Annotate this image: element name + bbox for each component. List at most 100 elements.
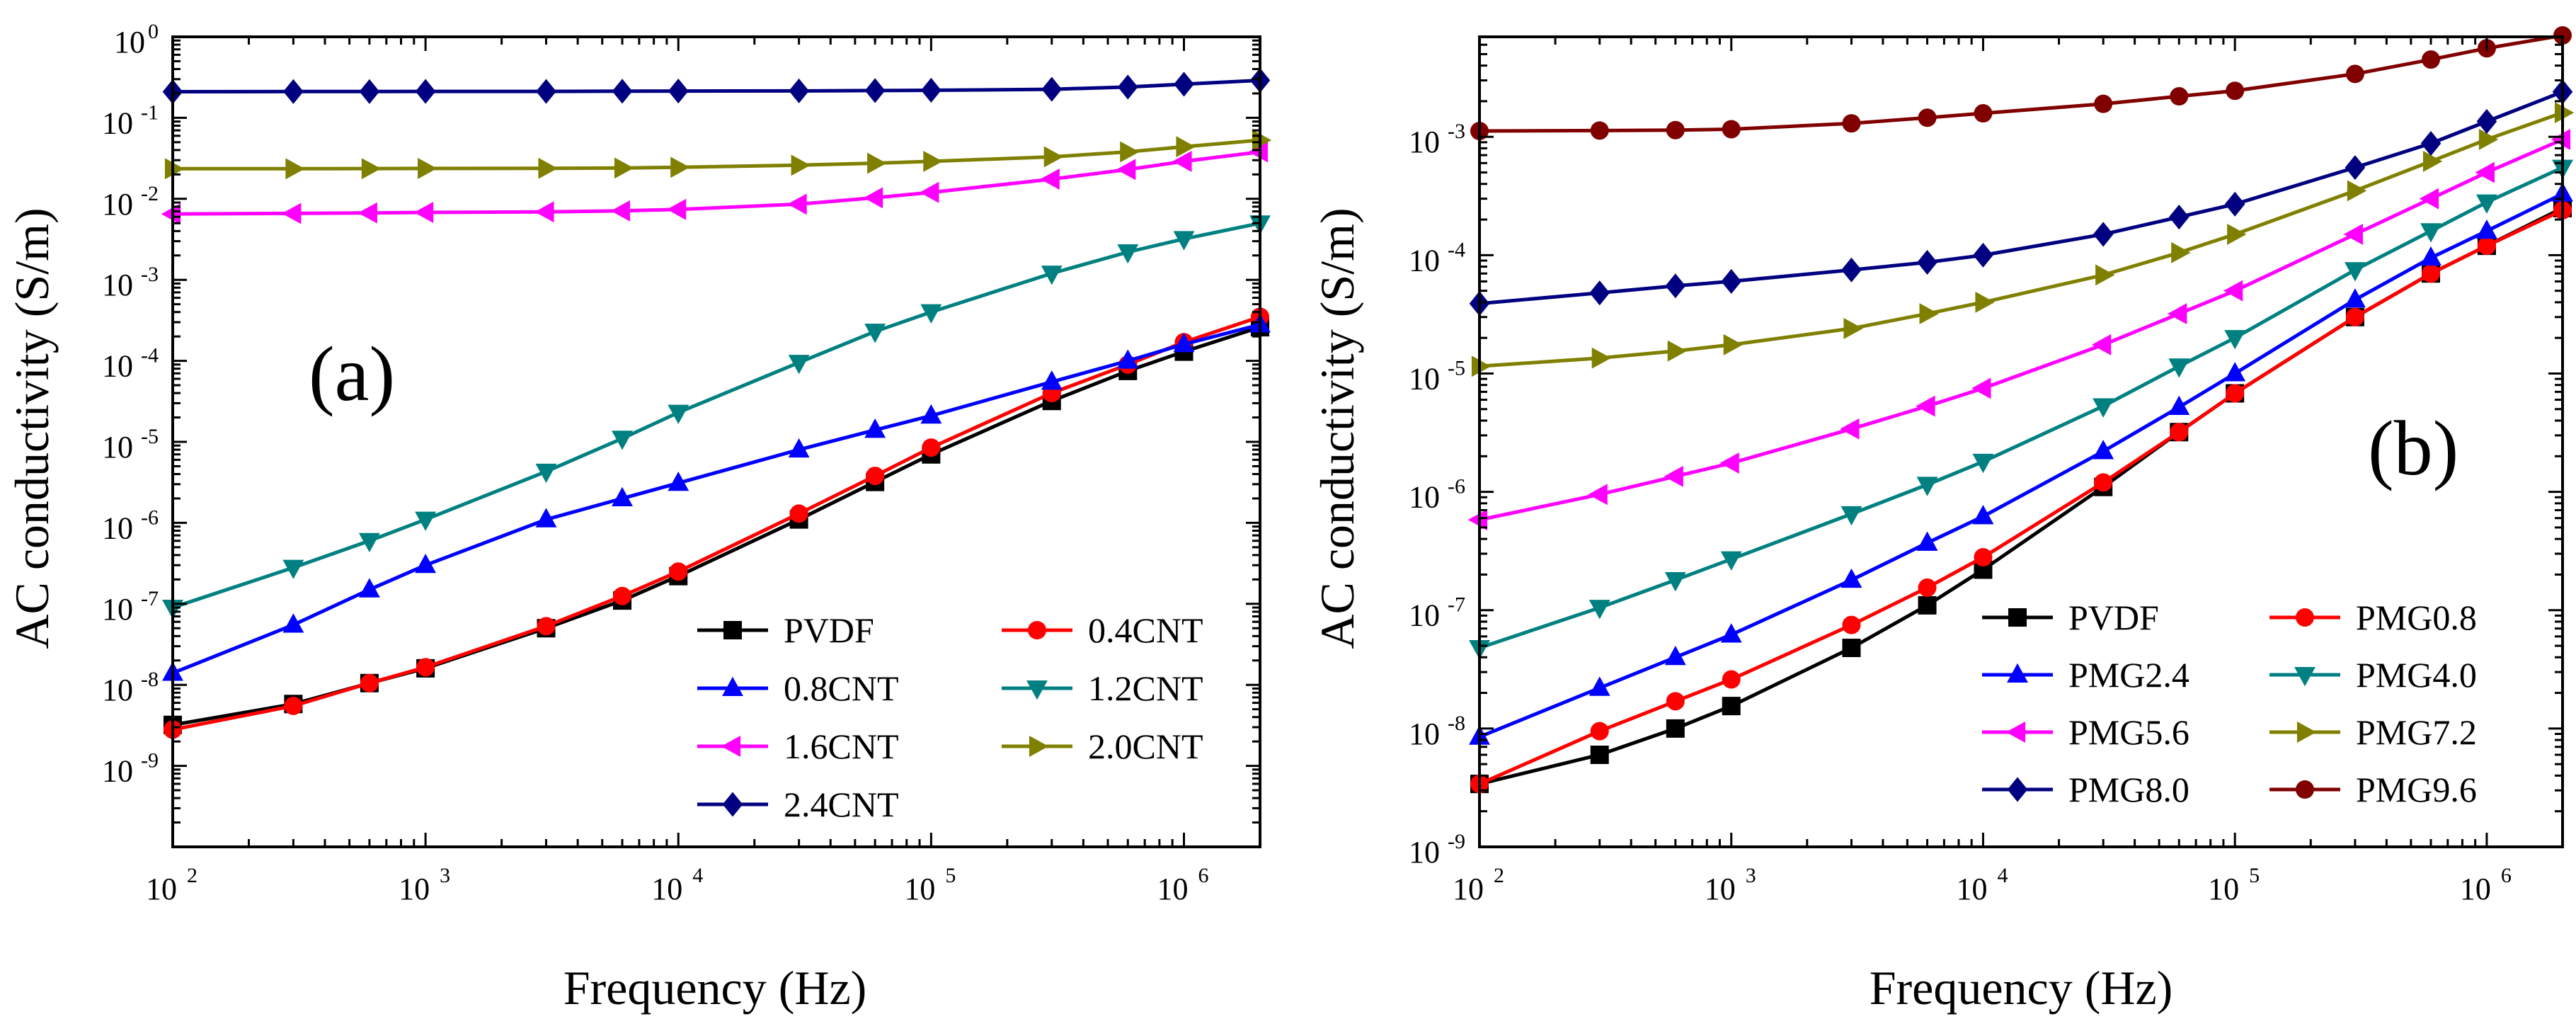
data-point-PMG0.8-7	[2094, 473, 2113, 492]
data-point-1.6CNT-1	[282, 203, 302, 224]
legend-entry-2.0CNT: 2.0CNT	[1002, 726, 1203, 766]
data-point-1.6CNT-0	[161, 203, 181, 225]
data-point-PMG5.6-3	[1719, 452, 1739, 474]
data-point-PMG4.0-7	[2093, 398, 2114, 418]
data-point-1.6CNT-6	[666, 198, 687, 220]
x-axis-title-a: Frequency (Hz)	[563, 961, 867, 1015]
data-point-PMG5.6-5	[1916, 395, 1935, 417]
data-point-1.2CNT-7	[788, 355, 810, 375]
legend-entry-2.4CNT: 2.4CNT	[697, 785, 899, 824]
series-line-PMG8.0	[1479, 90, 2563, 306]
data-point-2.4CNT-7	[789, 78, 809, 103]
legend-label-PMG7.2: PMG7.2	[2356, 712, 2477, 752]
legend-label-PVDF: PVDF	[2068, 598, 2159, 637]
series-line-1.6CNT	[172, 150, 1261, 216]
data-point-PMG4.0-11	[2420, 223, 2442, 243]
data-point-0.8CNT-12	[1173, 332, 1195, 353]
data-point-PMG9.6-4	[1842, 114, 1861, 133]
data-point-PMG9.6-7	[2094, 94, 2113, 113]
data-point-0.8CNT-10	[1041, 370, 1063, 390]
y-tick-label-1: 10	[102, 673, 133, 707]
y-tick-label-4: 10	[1409, 361, 1440, 396]
y-tick-labels-b: -9 10 -8 10 -7 10 -6 10 -5 10 -4 10 -3 10	[1409, 120, 1465, 870]
x-tick-labels-b: 10 2 10 3 10 4 10 5 10 6	[1453, 864, 2512, 906]
x-tick-label-1: 10	[1705, 872, 1736, 906]
data-point-PMG0.8-6	[1974, 548, 1993, 567]
legend-label-PMG8.0: PMG8.0	[2068, 770, 2189, 809]
series-line-PMG0.8	[1478, 208, 2564, 786]
data-point-0.4CNT-4	[537, 617, 556, 636]
y-tick-exponent-3: -6	[141, 506, 159, 529]
legend-entry-1.2CNT: 1.2CNT	[1002, 668, 1203, 708]
data-point-PMG7.2-10	[2347, 180, 2367, 202]
data-point-PMG7.2-2	[1667, 340, 1688, 362]
legend-marker-PVDF	[2008, 608, 2027, 627]
data-point-PMG2.4-6	[1972, 505, 1994, 525]
data-point-PMG5.6-4	[1840, 418, 1860, 440]
data-point-2.0CNT-9	[923, 150, 943, 172]
data-point-1.2CNT-2	[358, 532, 380, 553]
x-tick-label-0: 10	[146, 872, 177, 906]
y-tick-exponent-8: -1	[141, 101, 159, 124]
data-point-2.4CNT-6	[668, 79, 689, 104]
data-point-PMG2.4-3	[1720, 623, 1742, 643]
legend-entry-PMG4.0: PMG4.0	[2269, 655, 2477, 695]
data-point-1.6CNT-10	[1040, 169, 1060, 190]
x-tick-exponent-4: 6	[2501, 864, 2512, 887]
legend-marker-PMG0.8	[2296, 608, 2314, 627]
series-PMG8.0	[1469, 79, 2573, 317]
data-point-PMG9.6-8	[2170, 87, 2189, 106]
data-point-PMG9.6-11	[2421, 50, 2440, 69]
plot-frame-a	[171, 35, 1261, 848]
data-point-0.8CNT-6	[668, 471, 689, 491]
series-line-PMG2.4	[1479, 192, 2564, 739]
data-point-PMG4.0-5	[1916, 477, 1938, 496]
data-point-PMG0.8-2	[1666, 692, 1685, 711]
y-tick-label-1: 10	[1409, 717, 1440, 751]
y-axis-title-b: AC conductivity (S/m)	[1310, 207, 1364, 649]
series-2.0CNT	[164, 129, 1272, 180]
y-tick-exponent-9: 0	[148, 20, 159, 43]
data-point-PMG8.0-7	[2093, 222, 2114, 247]
data-point-1.6CNT-8	[863, 187, 883, 209]
data-point-PMG5.6-9	[2223, 280, 2243, 302]
series-layer-b	[1467, 25, 2575, 794]
data-point-PMG9.6-5	[1918, 108, 1937, 127]
series-PMG4.0	[1469, 159, 2573, 660]
series-line-1.2CNT	[172, 221, 1261, 610]
data-point-PMG9.6-13	[2553, 25, 2572, 45]
x-tick-label-4: 10	[1157, 872, 1188, 906]
data-point-1.6CNT-13	[1248, 141, 1269, 163]
x-tick-label-2: 10	[651, 872, 682, 906]
y-tick-label-5: 10	[1409, 243, 1440, 278]
data-point-1.2CNT-6	[668, 404, 689, 424]
y-tick-label-6: 10	[102, 268, 133, 302]
y-tick-exponent-2: -7	[1448, 593, 1465, 617]
y-tick-exponent-0: -9	[141, 749, 159, 773]
series-1.6CNT	[161, 141, 1269, 225]
legend-entry-PMG8.0: PMG8.0	[1982, 770, 2189, 809]
data-point-2.4CNT-11	[1117, 74, 1138, 100]
data-point-PMG0.8-3	[1722, 670, 1741, 689]
data-point-PMG5.6-0	[1467, 509, 1488, 531]
data-point-2.4CNT-5	[612, 79, 633, 104]
legend-marker-PVDF	[723, 621, 742, 639]
data-point-PMG8.0-3	[1721, 268, 1742, 294]
y-tick-label-3: 10	[1409, 480, 1440, 515]
data-point-PMG7.2-12	[2478, 129, 2499, 150]
legend-entry-PMG0.8: PMG0.8	[2269, 598, 2477, 637]
legend-marker-2.0CNT	[1029, 736, 1049, 757]
data-point-2.4CNT-8	[864, 78, 886, 103]
data-point-0.4CNT-7	[789, 504, 808, 523]
data-point-PMG9.6-10	[2345, 64, 2364, 84]
y-tick-exponent-5: -4	[1448, 238, 1465, 261]
data-point-2.0CNT-3	[418, 157, 437, 179]
x-tick-label-3: 10	[904, 872, 935, 906]
x-tick-labels-a: 10 2 10 3 10 4 10 5 10 6	[146, 864, 1208, 906]
data-point-2.4CNT-12	[1174, 72, 1194, 97]
data-point-0.4CNT-3	[416, 658, 435, 677]
legend-entry-1.6CNT: 1.6CNT	[697, 726, 899, 766]
data-point-PMG2.4-7	[2093, 440, 2114, 460]
data-point-PMG8.0-11	[2420, 130, 2442, 156]
